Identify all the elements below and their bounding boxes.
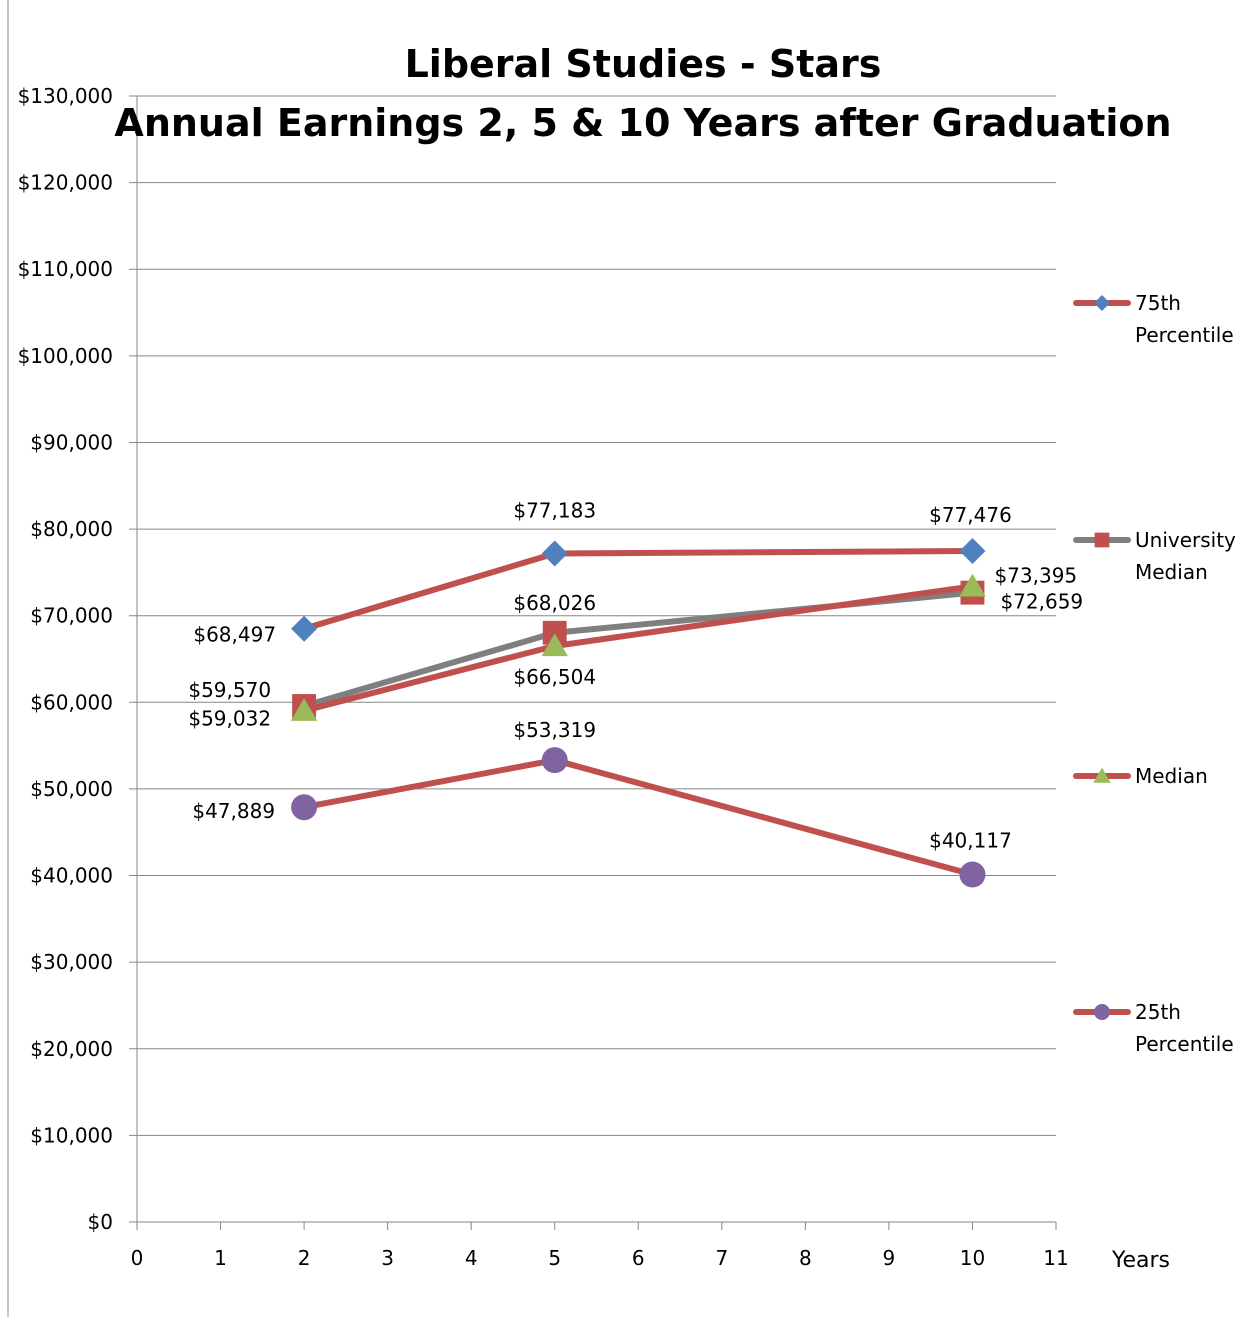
data-label: $66,504 (513, 665, 596, 689)
axes: $0 $10,000 $20,000 $30,000 $40,000 $50,000 $60… (18, 84, 1069, 1270)
data-label: $77,183 (513, 498, 596, 522)
data-labels: $68,497 $77,183 $77,476 $59,570 $68,026 $72,6… (188, 498, 1083, 852)
legend-label: University (1135, 528, 1236, 552)
x-tick-label: 8 (799, 1246, 812, 1270)
x-tick-label: 2 (298, 1246, 311, 1270)
y-tick-label: $80,000 (30, 517, 113, 541)
data-label: $73,395 (994, 563, 1077, 587)
data-point-university-median (542, 620, 567, 645)
y-tick-label: $0 (88, 1210, 113, 1234)
x-axis-label: Years (1111, 1248, 1170, 1273)
x-tick-label: 1 (214, 1246, 227, 1270)
legend-marker (1094, 532, 1110, 548)
data-label: $59,570 (188, 678, 271, 702)
chart-title-line1: Liberal Studies - Stars (405, 42, 882, 86)
data-label: $68,026 (513, 591, 596, 615)
legend-marker (1094, 295, 1110, 311)
y-tick-label: $10,000 (30, 1123, 113, 1147)
data-label: $68,497 (193, 623, 276, 647)
series-layer (290, 537, 986, 888)
x-tick-label: 4 (465, 1246, 478, 1270)
legend-label: 25th (1135, 1000, 1181, 1024)
legend-entry-25th-percentile: 25th Percentile (1073, 1000, 1234, 1056)
data-point-25th-percentile (959, 861, 986, 888)
x-tick-label: 9 (883, 1246, 896, 1270)
chart-title-line2: Annual Earnings 2, 5 & 10 Years after Gr… (114, 101, 1171, 145)
x-tick-label: 10 (960, 1246, 985, 1270)
legend-entry-75th-percentile: 75th Percentile (1073, 291, 1234, 347)
y-tick-label: $130,000 (18, 84, 113, 108)
data-point-median (959, 573, 986, 597)
legend-marker (1094, 1004, 1110, 1020)
data-label: $47,889 (192, 799, 275, 823)
legend-label: 75th (1135, 291, 1181, 315)
series-line-75th-percentile (301, 547, 976, 632)
data-point-75th-percentile (291, 615, 318, 642)
data-point-median (541, 633, 568, 657)
legend-label: Median (1135, 764, 1208, 788)
data-point-median (290, 698, 318, 721)
y-tick-label: $60,000 (30, 690, 113, 714)
x-tick-label: 5 (548, 1246, 561, 1270)
x-tick-label: 3 (381, 1246, 394, 1270)
series-line-university-median (301, 589, 976, 710)
series-line-25th-percentile (301, 757, 976, 878)
y-tick-label: $70,000 (30, 604, 113, 628)
legend-marker (1093, 767, 1111, 783)
data-label: $53,319 (513, 718, 596, 742)
legend-entry-median: Median (1073, 764, 1208, 788)
legend-label: Percentile (1135, 323, 1234, 347)
y-tick-label: $50,000 (30, 777, 113, 801)
legend: 75th Percentile University Median Median 25th… (1073, 291, 1236, 1056)
data-point-25th-percentile (541, 747, 568, 774)
legend-label: Median (1135, 560, 1208, 584)
legend-entry-university-median: University Median (1073, 528, 1236, 584)
y-tick-label: $90,000 (30, 430, 113, 454)
data-point-75th-percentile (959, 537, 986, 564)
x-tick-label: 6 (632, 1246, 645, 1270)
data-label: $72,659 (1000, 590, 1083, 614)
x-tick-label: 0 (131, 1246, 144, 1270)
x-tick-label: 7 (715, 1246, 728, 1270)
y-tick-label: $110,000 (18, 257, 113, 281)
y-tick-label: $30,000 (30, 950, 113, 974)
y-tick-label: $120,000 (18, 171, 113, 195)
data-point-75th-percentile (541, 540, 568, 567)
y-tick-label: $40,000 (30, 864, 113, 888)
y-tick-label: $100,000 (18, 344, 113, 368)
gridlines (129, 95, 1056, 1223)
data-label: $40,117 (929, 829, 1012, 853)
y-tick-label: $20,000 (30, 1037, 113, 1061)
legend-label: Percentile (1135, 1032, 1234, 1056)
data-label: $59,032 (188, 707, 271, 731)
data-point-25th-percentile (291, 794, 318, 821)
x-tick-label: 11 (1043, 1246, 1068, 1270)
data-label: $77,476 (929, 503, 1012, 527)
